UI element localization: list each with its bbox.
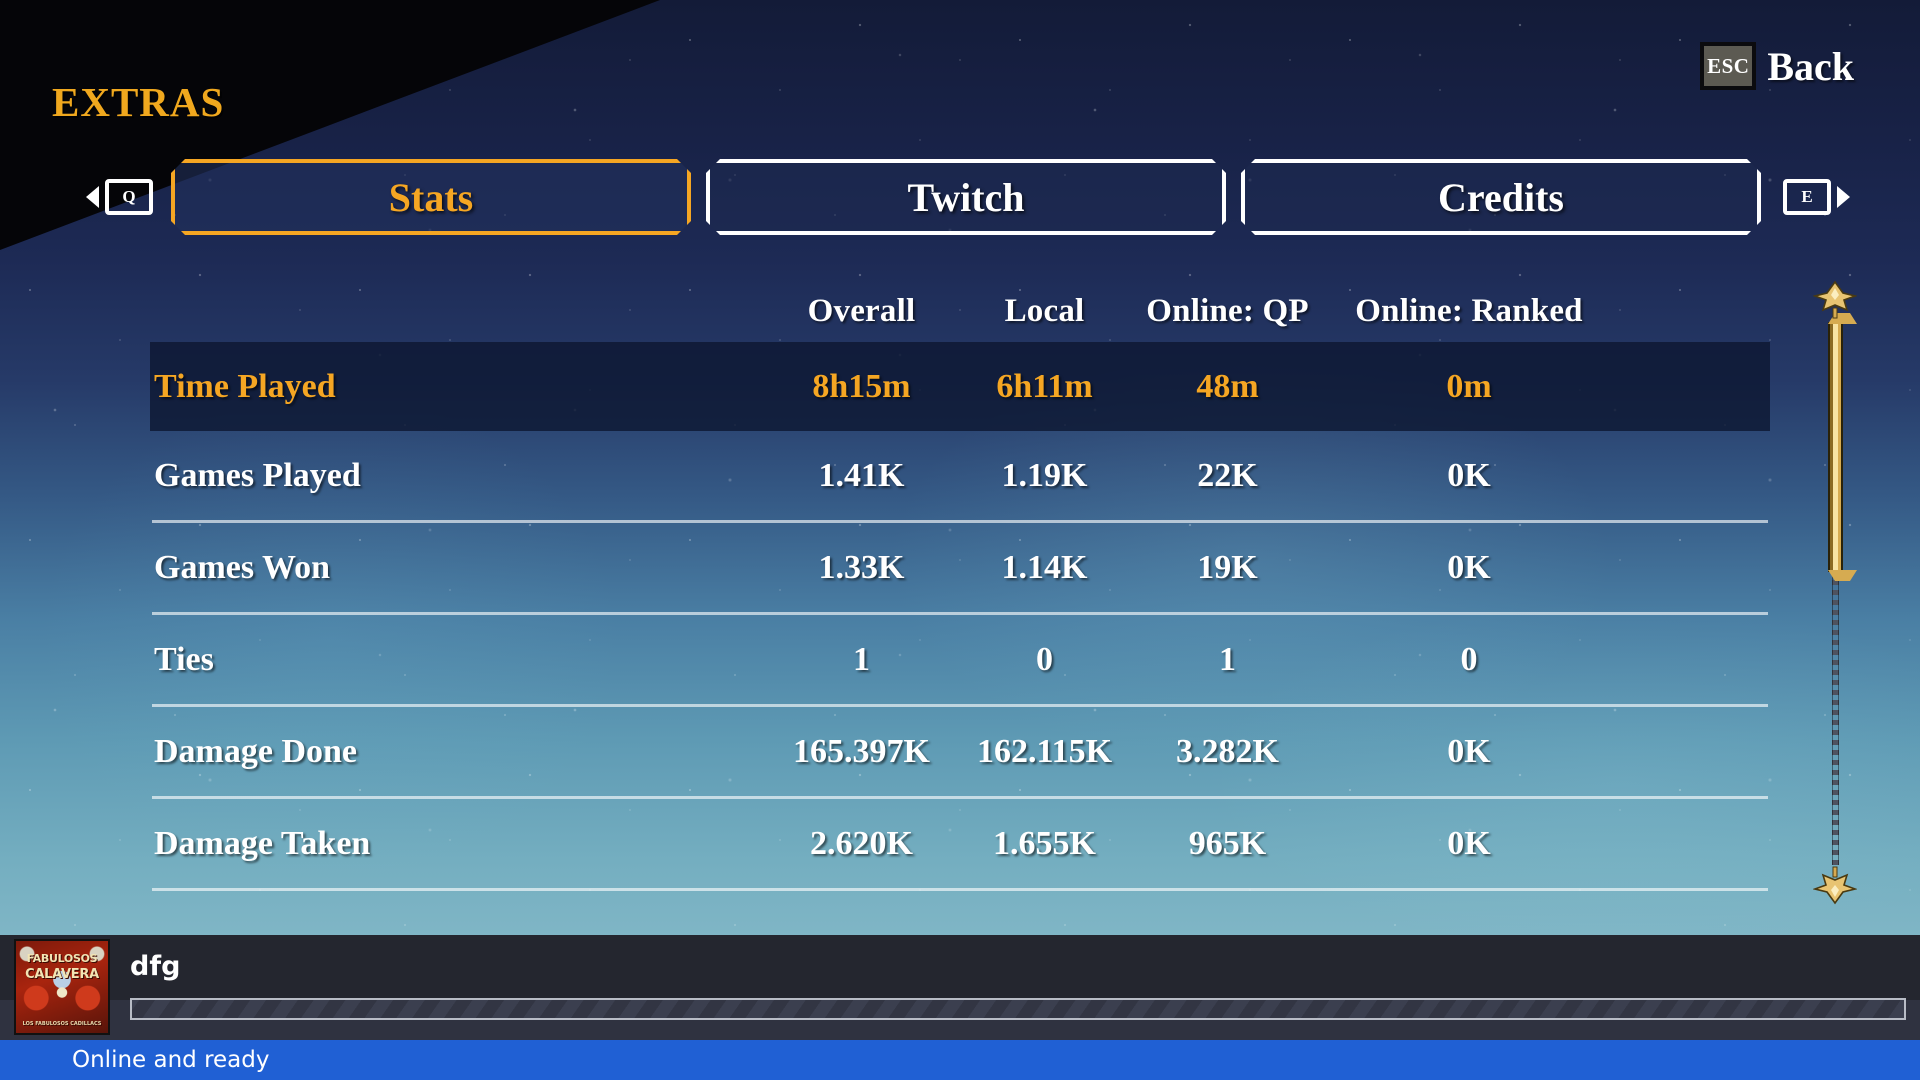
stat-value-overall: 1.33K xyxy=(818,548,905,586)
corner-bracket-icon xyxy=(1751,160,1760,169)
row-divider xyxy=(152,796,1768,799)
page-title: EXTRAS xyxy=(52,79,225,125)
row-divider xyxy=(152,888,1768,891)
corner-bracket-icon xyxy=(1242,225,1251,234)
table-row[interactable]: Games Played 1.41K 1.19K 22K 0K xyxy=(150,431,1770,520)
corner-bracket-icon xyxy=(172,160,181,169)
back-label: Back xyxy=(1767,43,1854,89)
stats-header-row: Overall Local Online: QP Online: Ranked xyxy=(150,280,1770,342)
stat-label: Damage Done xyxy=(154,732,358,770)
tab-label: Credits xyxy=(1438,174,1564,220)
media-bar-background xyxy=(0,935,1920,1040)
stat-value-overall: 2.620K xyxy=(810,824,913,862)
corner-bracket-icon xyxy=(681,160,690,169)
row-divider xyxy=(152,612,1768,615)
stat-value-online-ranked: 0K xyxy=(1447,732,1491,770)
table-row[interactable]: Games Won 1.33K 1.14K 19K 0K xyxy=(150,523,1770,612)
stat-label: Games Won xyxy=(154,548,331,586)
stat-value-online-ranked: 0K xyxy=(1447,548,1491,586)
album-art-bottom-text: LOS FABULOSOS CADILLACS xyxy=(22,1021,102,1027)
album-art: FABULOSOS CALAVERA LOS FABULOSOS CADILLA… xyxy=(14,939,110,1035)
scrollbar-thumb[interactable] xyxy=(1828,313,1857,581)
triangle-left-icon xyxy=(86,186,99,208)
column-header-online-ranked: Online: Ranked xyxy=(1355,292,1583,329)
stat-label: Damage Taken xyxy=(154,824,371,862)
stat-value-online-qp: 965K xyxy=(1188,824,1267,862)
column-header-online-qp: Online: QP xyxy=(1146,292,1309,329)
stat-label: Ties xyxy=(154,640,214,678)
column-header-local: Local xyxy=(1004,292,1085,329)
corner-bracket-icon xyxy=(707,225,716,234)
tab-credits[interactable]: Credits xyxy=(1241,159,1761,235)
stat-value-online-qp: 19K xyxy=(1197,548,1258,586)
tab-twitch[interactable]: Twitch xyxy=(706,159,1226,235)
stat-value-overall: 8h15m xyxy=(812,367,911,405)
stat-value-online-qp: 1 xyxy=(1219,640,1236,678)
next-tab-hint[interactable]: E xyxy=(1783,179,1850,215)
stat-value-online-qp: 48m xyxy=(1196,367,1259,405)
corner-bracket-icon xyxy=(681,225,690,234)
corner-bracket-icon xyxy=(1216,225,1225,234)
stat-value-overall: 1.41K xyxy=(818,456,905,494)
corner-bracket-icon xyxy=(707,160,716,169)
stat-value-online-ranked: 0K xyxy=(1447,824,1491,862)
stat-value-local: 162.115K xyxy=(976,732,1113,770)
table-row[interactable]: Damage Done 165.397K 162.115K 3.282K 0K xyxy=(150,707,1770,796)
ornament-diamond-icon xyxy=(1812,861,1858,905)
tab-label: Stats xyxy=(388,174,474,220)
tab-stats[interactable]: Stats xyxy=(171,159,691,235)
stats-table: Overall Local Online: QP Online: Ranked … xyxy=(150,280,1770,891)
stat-value-online-ranked: 0 xyxy=(1460,640,1478,678)
stat-value-online-qp: 22K xyxy=(1197,456,1258,494)
tab-label: Twitch xyxy=(907,174,1025,220)
table-row[interactable]: Damage Taken 2.620K 1.655K 965K 0K xyxy=(150,799,1770,888)
stat-value-overall: 1 xyxy=(853,640,870,678)
esc-key-cap: ESC xyxy=(1700,42,1757,90)
stat-value-local: 6h11m xyxy=(996,367,1093,405)
stat-label: Games Played xyxy=(154,456,361,494)
triangle-right-icon xyxy=(1837,186,1850,208)
scrollbar[interactable] xyxy=(1812,280,1858,905)
prev-tab-hint[interactable]: Q xyxy=(86,179,153,215)
stat-value-online-ranked: 0K xyxy=(1447,456,1491,494)
row-divider xyxy=(152,520,1768,523)
table-row[interactable]: Ties 1 0 1 0 xyxy=(150,615,1770,704)
corner-bracket-icon xyxy=(1242,160,1251,169)
column-header-overall: Overall xyxy=(807,292,916,329)
scrollbar-track[interactable] xyxy=(1832,320,1839,865)
stat-value-online-ranked: 0m xyxy=(1446,367,1492,405)
album-art-top-text: FABULOSOS xyxy=(26,952,98,965)
e-key-cap: E xyxy=(1783,179,1831,215)
table-row[interactable]: Time Played 8h15m 6h11m 48m 0m xyxy=(150,342,1770,431)
album-art-mid-text: CALAVERA xyxy=(25,967,99,982)
track-title: dfg xyxy=(130,951,181,982)
q-key-cap: Q xyxy=(105,179,153,215)
corner-bracket-icon xyxy=(1751,225,1760,234)
corner-bracket-icon xyxy=(1216,160,1225,169)
media-progress-bar[interactable] xyxy=(130,998,1906,1020)
media-player-bar: FABULOSOS CALAVERA LOS FABULOSOS CADILLA… xyxy=(0,935,1920,1040)
stat-label: Time Played xyxy=(154,367,336,405)
stat-value-local: 1.655K xyxy=(993,824,1096,862)
status-bar: Online and ready xyxy=(0,1040,1920,1080)
stat-value-local: 1.14K xyxy=(1001,548,1088,586)
ornament-diamond-icon xyxy=(1812,280,1858,324)
stat-value-local: 0 xyxy=(1036,640,1053,678)
status-text: Online and ready xyxy=(72,1047,270,1073)
stat-value-local: 1.19K xyxy=(1001,456,1088,494)
stat-value-online-qp: 3.282K xyxy=(1176,732,1279,770)
stat-value-overall: 165.397K xyxy=(793,732,930,770)
row-divider xyxy=(152,704,1768,707)
back-button[interactable]: ESC Back xyxy=(1700,42,1854,90)
tab-bar: Q Stats Twitch Cred xyxy=(0,156,1920,238)
corner-bracket-icon xyxy=(172,225,181,234)
tab-list: Stats Twitch Credits xyxy=(171,159,1761,235)
